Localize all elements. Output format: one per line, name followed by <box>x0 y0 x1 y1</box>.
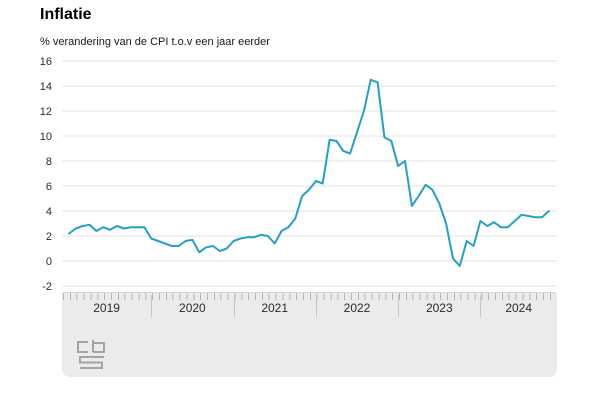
y-axis-tick-label: 16 <box>40 56 52 68</box>
y-axis-tick-label: -2 <box>42 281 52 292</box>
y-axis-tick-label: 12 <box>40 106 52 118</box>
month-ticks-ruler <box>63 293 556 300</box>
inflation-line <box>68 78 550 267</box>
y-axis-tick-label: 2 <box>46 231 52 243</box>
year-label-2024: 2024 <box>505 301 533 315</box>
year-divider <box>398 295 400 317</box>
year-label-2023: 2023 <box>425 301 453 315</box>
year-divider <box>151 295 153 317</box>
time-axis-panel: 2019 2020 2021 2022 2023 2024 <box>62 292 557 377</box>
year-label-2020: 2020 <box>179 301 206 315</box>
year-divider <box>315 295 317 317</box>
y-axis-tick-label: 10 <box>40 131 52 143</box>
year-divider <box>233 295 235 317</box>
year-label-2021: 2021 <box>261 301 289 315</box>
chart-subtitle: % verandering van de CPI t.o.v een jaar … <box>40 36 270 48</box>
y-axis-tick-label: 14 <box>40 81 52 93</box>
year-label-2019: 2019 <box>93 301 120 315</box>
year-divider <box>480 295 482 317</box>
y-axis-tick-label: 8 <box>46 156 52 168</box>
y-axis-tick-label: 6 <box>46 181 52 193</box>
y-axis-tick-label: 0 <box>46 256 52 268</box>
chart-title: Inflatie <box>40 6 92 23</box>
x-axis-year-labels: 2019 2020 2021 2022 2023 2024 <box>62 293 557 319</box>
year-label-2022: 2022 <box>343 301 371 315</box>
cbs-logo <box>77 340 105 369</box>
y-axis-tick-label: 4 <box>46 206 52 218</box>
line-chart-plot: 16 14 12 10 8 6 4 2 0 -2 <box>40 56 557 292</box>
